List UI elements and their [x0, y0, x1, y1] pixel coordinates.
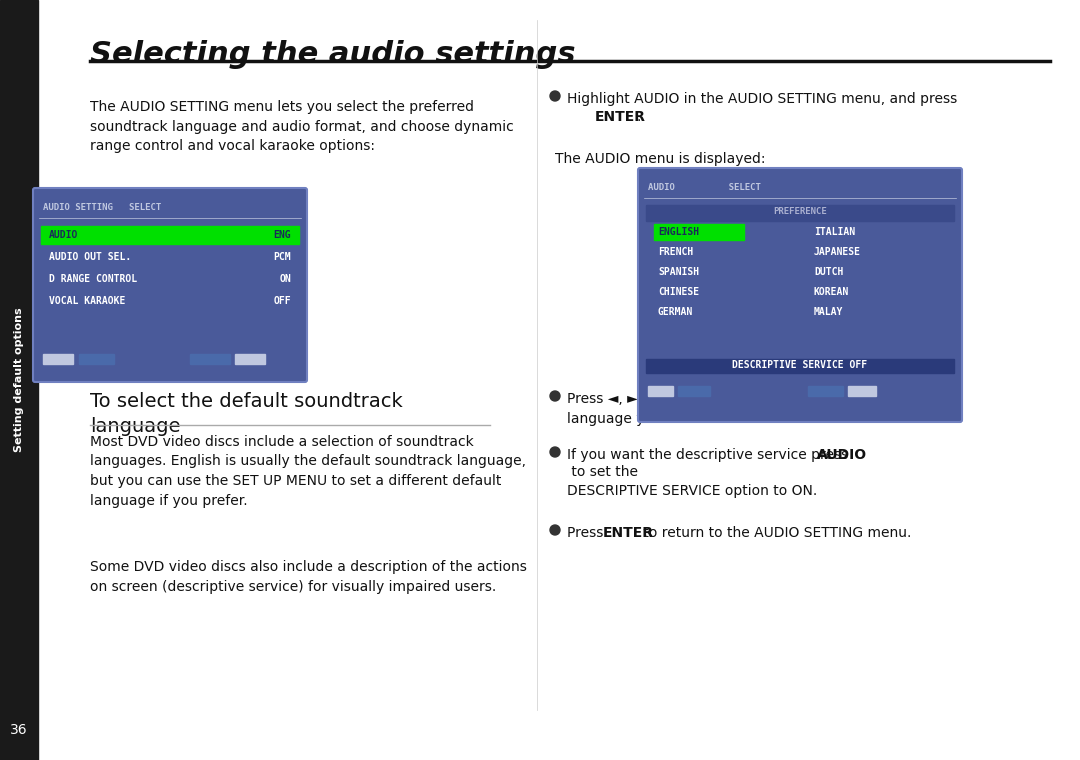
- Text: Press ◄, ►, ▲, or ▼ to highlight the default soundtrack
language you want to use: Press ◄, ►, ▲, or ▼ to highlight the def…: [567, 392, 942, 426]
- Text: KOREAN: KOREAN: [814, 287, 849, 297]
- Text: SPANISH: SPANISH: [658, 267, 699, 277]
- FancyBboxPatch shape: [638, 168, 962, 422]
- Text: Highlight AUDIO in the AUDIO SETTING menu, and press: Highlight AUDIO in the AUDIO SETTING men…: [567, 92, 957, 106]
- Bar: [646, 205, 954, 221]
- Text: AUDIO OUT SEL.: AUDIO OUT SEL.: [49, 252, 132, 262]
- Text: AUDIO: AUDIO: [816, 448, 867, 462]
- Text: Most DVD video discs include a selection of soundtrack
languages. English is usu: Most DVD video discs include a selection…: [90, 435, 526, 508]
- Text: OFF: OFF: [273, 296, 291, 306]
- Text: MALAY: MALAY: [814, 307, 843, 317]
- Bar: [0, 0, 38, 760]
- Text: Press: Press: [567, 526, 608, 540]
- Text: to return to the AUDIO SETTING menu.: to return to the AUDIO SETTING menu.: [638, 526, 912, 540]
- Text: The AUDIO SETTING menu lets you select the preferred
soundtrack language and aud: The AUDIO SETTING menu lets you select t…: [90, 100, 514, 153]
- Text: D RANGE CONTROL: D RANGE CONTROL: [49, 274, 137, 284]
- Bar: [79, 354, 114, 364]
- Text: If you want the descriptive service press: If you want the descriptive service pres…: [567, 448, 852, 462]
- Bar: [808, 386, 843, 396]
- Text: AUDIO          SELECT: AUDIO SELECT: [648, 183, 761, 192]
- Text: AUDIO: AUDIO: [49, 230, 79, 240]
- Text: ENG: ENG: [273, 230, 291, 240]
- Bar: [648, 386, 673, 396]
- Circle shape: [550, 391, 561, 401]
- Text: ENGLISH: ENGLISH: [658, 227, 699, 237]
- Circle shape: [550, 91, 561, 101]
- Bar: [41, 226, 299, 244]
- Bar: [235, 354, 265, 364]
- Text: ENTER: ENTER: [603, 526, 653, 540]
- Circle shape: [550, 447, 561, 457]
- Bar: [678, 386, 710, 396]
- Text: DESCRIPTIVE SERVICE OFF: DESCRIPTIVE SERVICE OFF: [732, 360, 867, 370]
- Text: Some DVD video discs also include a description of the actions
on screen (descri: Some DVD video discs also include a desc…: [90, 560, 527, 594]
- Text: VOCAL KARAOKE: VOCAL KARAOKE: [49, 296, 125, 306]
- Text: JAPANESE: JAPANESE: [814, 247, 861, 257]
- Circle shape: [550, 525, 561, 535]
- Bar: [43, 354, 73, 364]
- Text: DUTCH: DUTCH: [814, 267, 843, 277]
- Text: PREFERENCE: PREFERENCE: [773, 207, 827, 217]
- Text: to set the
DESCRIPTIVE SERVICE option to ON.: to set the DESCRIPTIVE SERVICE option to…: [567, 465, 818, 499]
- Text: .: .: [637, 110, 642, 124]
- Text: CHINESE: CHINESE: [658, 287, 699, 297]
- Text: Setting default options: Setting default options: [14, 308, 24, 452]
- Text: ENTER: ENTER: [595, 110, 646, 124]
- Text: The AUDIO menu is displayed:: The AUDIO menu is displayed:: [555, 152, 766, 166]
- Text: To select the default soundtrack
language: To select the default soundtrack languag…: [90, 392, 403, 436]
- Bar: [848, 386, 876, 396]
- Bar: [646, 359, 954, 373]
- Text: ITALIAN: ITALIAN: [814, 227, 855, 237]
- Text: AUDIO SETTING   SELECT: AUDIO SETTING SELECT: [43, 204, 161, 213]
- Text: ON: ON: [280, 274, 291, 284]
- Bar: [190, 354, 230, 364]
- Text: PCM: PCM: [273, 252, 291, 262]
- FancyBboxPatch shape: [33, 188, 307, 382]
- Bar: [654, 224, 744, 240]
- Text: 36: 36: [10, 723, 28, 737]
- Text: FRENCH: FRENCH: [658, 247, 693, 257]
- Text: GERMAN: GERMAN: [658, 307, 693, 317]
- Text: Selecting the audio settings: Selecting the audio settings: [90, 40, 576, 69]
